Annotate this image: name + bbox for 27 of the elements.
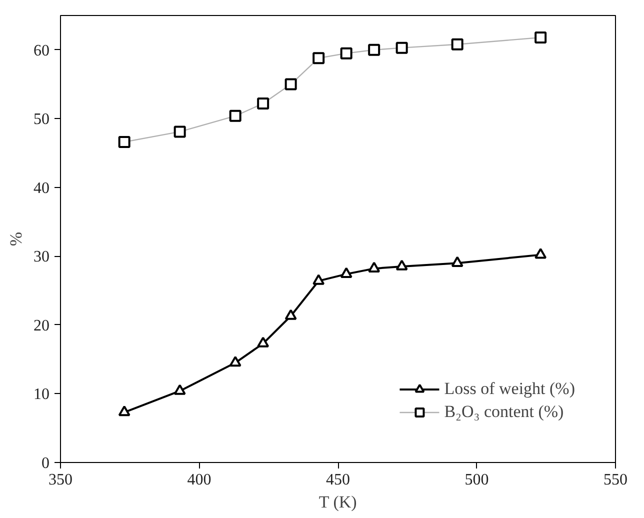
x-tick-label: 400 (187, 472, 212, 488)
y-tick-label: 40 (34, 180, 50, 197)
x-tick-label: 550 (604, 472, 628, 488)
point (257, 336, 270, 348)
point (534, 248, 547, 259)
point (451, 256, 464, 267)
y-axis-title: % (6, 232, 26, 246)
y-tick-label: 60 (34, 42, 50, 60)
x-tick-label: 500 (464, 472, 489, 488)
point (396, 260, 408, 270)
x-axis-title: T (K) (318, 492, 357, 512)
point (368, 262, 380, 272)
point (340, 267, 352, 278)
legend-label: Loss of weight (%) (444, 379, 575, 399)
x-tick-label: 350 (48, 472, 72, 488)
y-tick-label: 0 (42, 455, 50, 472)
x-tick-label: 450 (326, 472, 350, 488)
point (174, 384, 186, 395)
point (118, 406, 130, 416)
legend-label: B₂O₃ content (%) (444, 402, 564, 422)
point (312, 274, 325, 285)
y-tick-label: 50 (34, 111, 50, 128)
point (284, 309, 297, 320)
y-tick-label: 10 (34, 386, 50, 404)
y-tick-label: 20 (34, 317, 50, 334)
y-tick-label: 30 (34, 248, 50, 266)
point (229, 356, 242, 367)
